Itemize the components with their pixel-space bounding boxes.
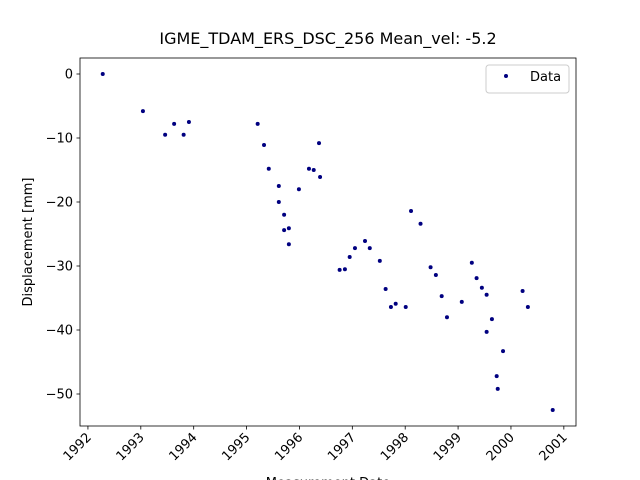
data-point [100,72,105,76]
x-tick-label: 2000 [484,430,518,464]
data-point [266,166,271,171]
data-point [286,226,291,231]
x-tick-label: 1996 [272,430,306,464]
data-point [317,141,322,146]
data-point [363,239,368,244]
x-tick-label: 1995 [219,430,253,464]
data-point [418,221,423,226]
data-point [296,187,301,192]
y-axis-label: Displacement [mm] [21,178,36,307]
data-point [489,317,494,322]
chart-title: IGME_TDAM_ERS_DSC_256 Mean_vel: -5.2 [159,29,496,49]
x-tick-label: 1997 [325,430,359,464]
data-point [393,301,398,306]
data-point [428,265,433,270]
data-point [495,386,500,391]
data-point [520,288,525,293]
x-tick-label: 1993 [114,430,148,464]
data-point [286,242,291,247]
data-point [469,260,474,265]
x-tick-label: 2001 [537,430,571,464]
data-point [282,212,287,217]
data-point [433,272,438,277]
data-point [409,208,414,213]
data-point [163,132,168,137]
y-tick-label: −20 [46,196,73,211]
data-point [479,285,484,290]
data-point [474,276,479,281]
data-point [337,267,342,272]
data-point [282,228,287,233]
data-point [484,292,489,297]
data-point [140,109,145,114]
y-tick-label: 0 [65,68,73,83]
data-point [276,200,281,204]
data-point [439,294,444,299]
data-point [352,246,357,251]
x-tick-label: 1998 [378,430,412,464]
y-tick-label: −30 [46,260,73,275]
data-point [367,246,372,251]
y-tick-label: −50 [46,388,73,403]
legend-box [485,64,570,94]
data-point [342,267,347,272]
x-axis-label: Measurement Date [266,476,390,480]
data-point [383,287,388,292]
data-point [306,166,311,171]
x-tick-label: 1999 [431,430,465,464]
x-tick-label: 1992 [61,430,95,464]
y-tick-label: −10 [46,132,73,147]
data-point [403,304,408,309]
y-tick-label: −40 [46,324,73,339]
legend: Data [485,64,570,94]
data-point [255,121,260,126]
data-point [318,175,323,180]
data-point [494,374,499,379]
data-point [172,121,177,126]
data-point [388,304,393,309]
data-point [186,120,191,124]
data-point [262,143,267,148]
data-point [501,349,506,354]
data-point [377,258,382,263]
legend-marker [504,74,508,78]
data-point [459,299,464,304]
x-tick-label: 1994 [167,430,201,464]
data-point [311,168,316,172]
data-point [550,408,555,412]
data-point [181,132,186,137]
legend-label: Data [530,70,561,85]
plot-frame [79,57,577,427]
data-point [484,329,489,334]
data-point [347,255,352,260]
data-point [444,315,449,320]
data-point [525,304,530,309]
data-point [276,184,281,188]
